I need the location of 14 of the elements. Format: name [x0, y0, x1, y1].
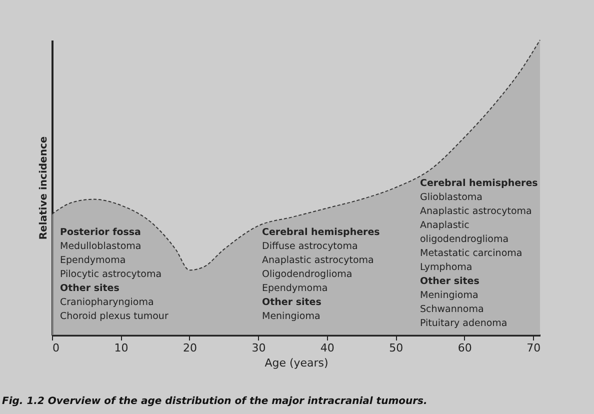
- x-tick-label: 50: [389, 342, 404, 354]
- y-axis-title: Relative incidence: [38, 136, 50, 240]
- x-tick-label: 10: [114, 342, 128, 354]
- text: Cerebral hemispheres Glioblastoma Anaplastic astrocytoma Anaplastic oligodendroglioma Metastatic carcinoma Lymphoma Other sites Meningioma Schwannoma Pituitary adenoma: [420, 178, 538, 329]
- annotation: Cerebral hemispheres Diffuse astrocytoma Anaplastic astrocytoma Oligodendroglioma Ependymoma Other sites Meningioma: [262, 227, 380, 322]
- x-axis-title: Age (years): [264, 356, 328, 370]
- x-tick-label: 20: [182, 342, 197, 354]
- x-tick-label: 40: [320, 342, 334, 354]
- x-tick-label: 0: [52, 342, 60, 354]
- annotation: Posterior fossa Medulloblastoma Ependymoma Pilocytic astrocytoma Other sites Craniopharyngioma Choroid plexus tumour: [60, 227, 168, 322]
- x-tick-label: 60: [458, 342, 472, 354]
- x-tick-label: 70: [526, 342, 541, 354]
- caption: Fig. 1.2 Overview of the age distribution of the major intracranial tumours.: [2, 396, 428, 407]
- x-tick-label: 30: [252, 342, 266, 354]
